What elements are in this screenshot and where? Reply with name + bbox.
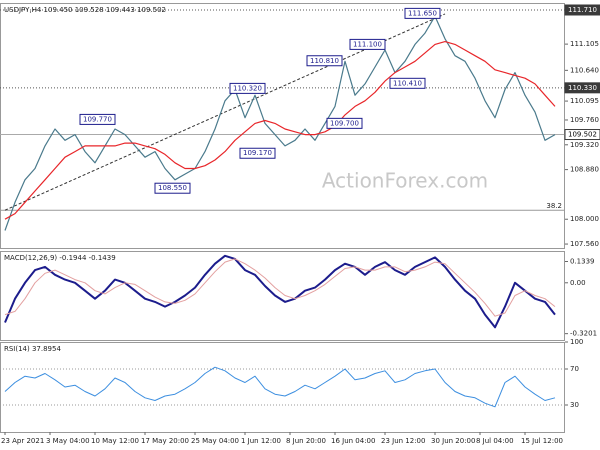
x-tick-label: 1 Jun 12:00 [241,437,281,445]
x-tick-label: 25 May 04:00 [191,437,239,445]
series-line [4,254,556,329]
y-tick-label: 110.095 [570,97,599,105]
y-tick-label: 30 [570,401,579,409]
annotation-box [349,38,386,50]
annotation-label: 109.770 [83,115,112,123]
x-tick-label: 8 Jul 04:00 [476,437,514,445]
x-tick-label: 23 Jun 12:00 [381,437,425,445]
y-tick-label: 108.000 [570,215,599,223]
x-tick-label: 17 May 20:00 [141,437,189,445]
x-tick-label: 3 May 04:00 [46,437,90,445]
x-tick-label: 15 Jul 12:00 [521,437,563,445]
y-tick-label: 110.640 [570,66,599,74]
y-tick-label: -0.3201 [570,330,597,338]
annotation-label: 108.550 [158,184,187,192]
y-tick-label: 107.560 [570,240,599,248]
price-label: 110.330 [568,84,597,92]
annotation-box [229,82,266,94]
x-tick-label: 23 Apr 2021 [1,437,44,445]
series-line [4,366,556,408]
price-label-box [564,4,600,16]
panel-title: USDJPY,H4 109.450 109.528 109.443 109.50… [4,6,166,14]
x-tick-label: 8 Jun 20:00 [286,437,326,445]
annotation-box [79,113,116,125]
price-label: 111.710 [568,6,597,14]
y-tick-label: 0.1339 [570,258,595,266]
y-tick-label: 100 [570,338,583,346]
annotation-box [404,7,441,19]
panel-frame [0,251,565,341]
annotation-box [306,55,343,67]
y-tick-label: 70 [570,365,579,373]
price-label-box [564,129,600,141]
series-line [4,15,556,231]
x-tick-label: 10 May 12:00 [91,437,139,445]
series-line [4,41,556,220]
annotation-box [389,77,426,89]
price-label: 109.502 [568,131,597,139]
annotation-box [326,117,363,129]
panel-frame [0,342,565,433]
annotation-label: 110.410 [393,79,422,87]
annotation-box [154,182,191,194]
x-tick-label: 16 Jun 04:00 [331,437,375,445]
y-tick-label: 108.880 [570,166,599,174]
y-tick-label: 109.320 [570,141,599,149]
annotation-label: 109.170 [243,149,272,157]
watermark: ActionForex.com [322,169,488,193]
panel-title: RSI(14) 37.8954 [4,345,61,353]
price-label-box [564,82,600,94]
annotation-label: 110.320 [233,84,262,92]
panel-title: MACD(12,26,9) -0.1944 -0.1439 [4,254,116,262]
y-tick-label: 0.00 [570,279,586,287]
annotation-label: 110.810 [310,57,339,65]
x-tick-label: 30 Jun 20:00 [431,437,475,445]
panel-frame [0,3,565,249]
y-tick-label: 111.105 [570,40,599,48]
annotation-label: 111.100 [353,40,382,48]
fib-label: 38.2 [546,202,562,210]
annotation-label: 111.650 [408,9,437,17]
annotation-box [239,147,276,159]
series-line [4,258,556,317]
y-tick-label: 109.760 [570,116,599,124]
annotation-label: 109.700 [330,119,359,127]
